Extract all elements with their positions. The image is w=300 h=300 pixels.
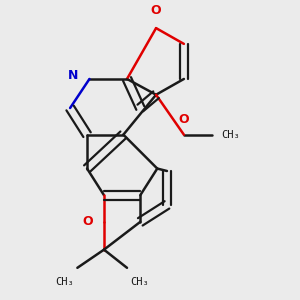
- Text: CH₃: CH₃: [55, 277, 74, 287]
- Text: CH₃: CH₃: [221, 130, 240, 140]
- Text: CH₃: CH₃: [130, 277, 149, 287]
- Text: N: N: [68, 69, 79, 82]
- Text: O: O: [82, 215, 93, 228]
- Text: O: O: [151, 4, 161, 17]
- Text: O: O: [178, 112, 189, 126]
